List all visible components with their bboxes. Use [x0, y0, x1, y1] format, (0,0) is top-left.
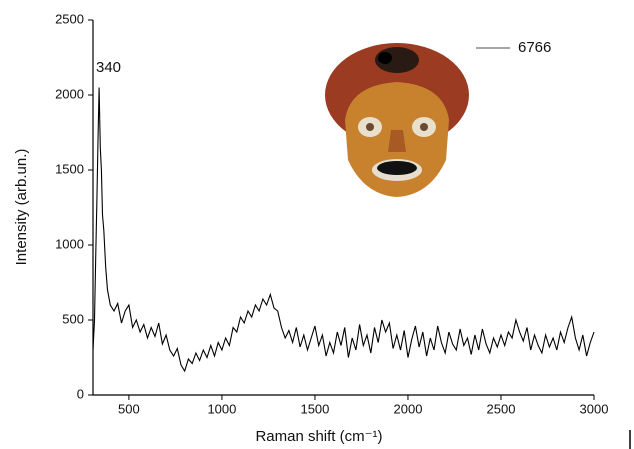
y-tick-label: 500: [62, 311, 84, 326]
y-tick-label: 0: [77, 386, 84, 401]
x-tick-label: 3000: [580, 401, 609, 416]
spectrum-line: [92, 87, 595, 373]
x-tick-label: 2500: [487, 401, 516, 416]
y-tick-label: 2000: [55, 86, 84, 101]
x-tick-label: 2000: [394, 401, 423, 416]
x-tick-label: 1000: [207, 401, 236, 416]
x-tick-label: 500: [118, 401, 140, 416]
x-tick-label: 1500: [300, 401, 329, 416]
x-axis-label: Raman shift (cm⁻¹): [255, 428, 382, 445]
legend-label: 6766: [518, 39, 551, 56]
peak-annotation: 340: [96, 59, 121, 76]
y-tick-label: 1500: [55, 161, 84, 176]
y-tick-label: 2500: [55, 11, 84, 26]
y-axis-label: Intensity (arb.un.): [13, 149, 30, 266]
mask-image: [325, 43, 469, 197]
y-tick-label: 1000: [55, 236, 84, 251]
